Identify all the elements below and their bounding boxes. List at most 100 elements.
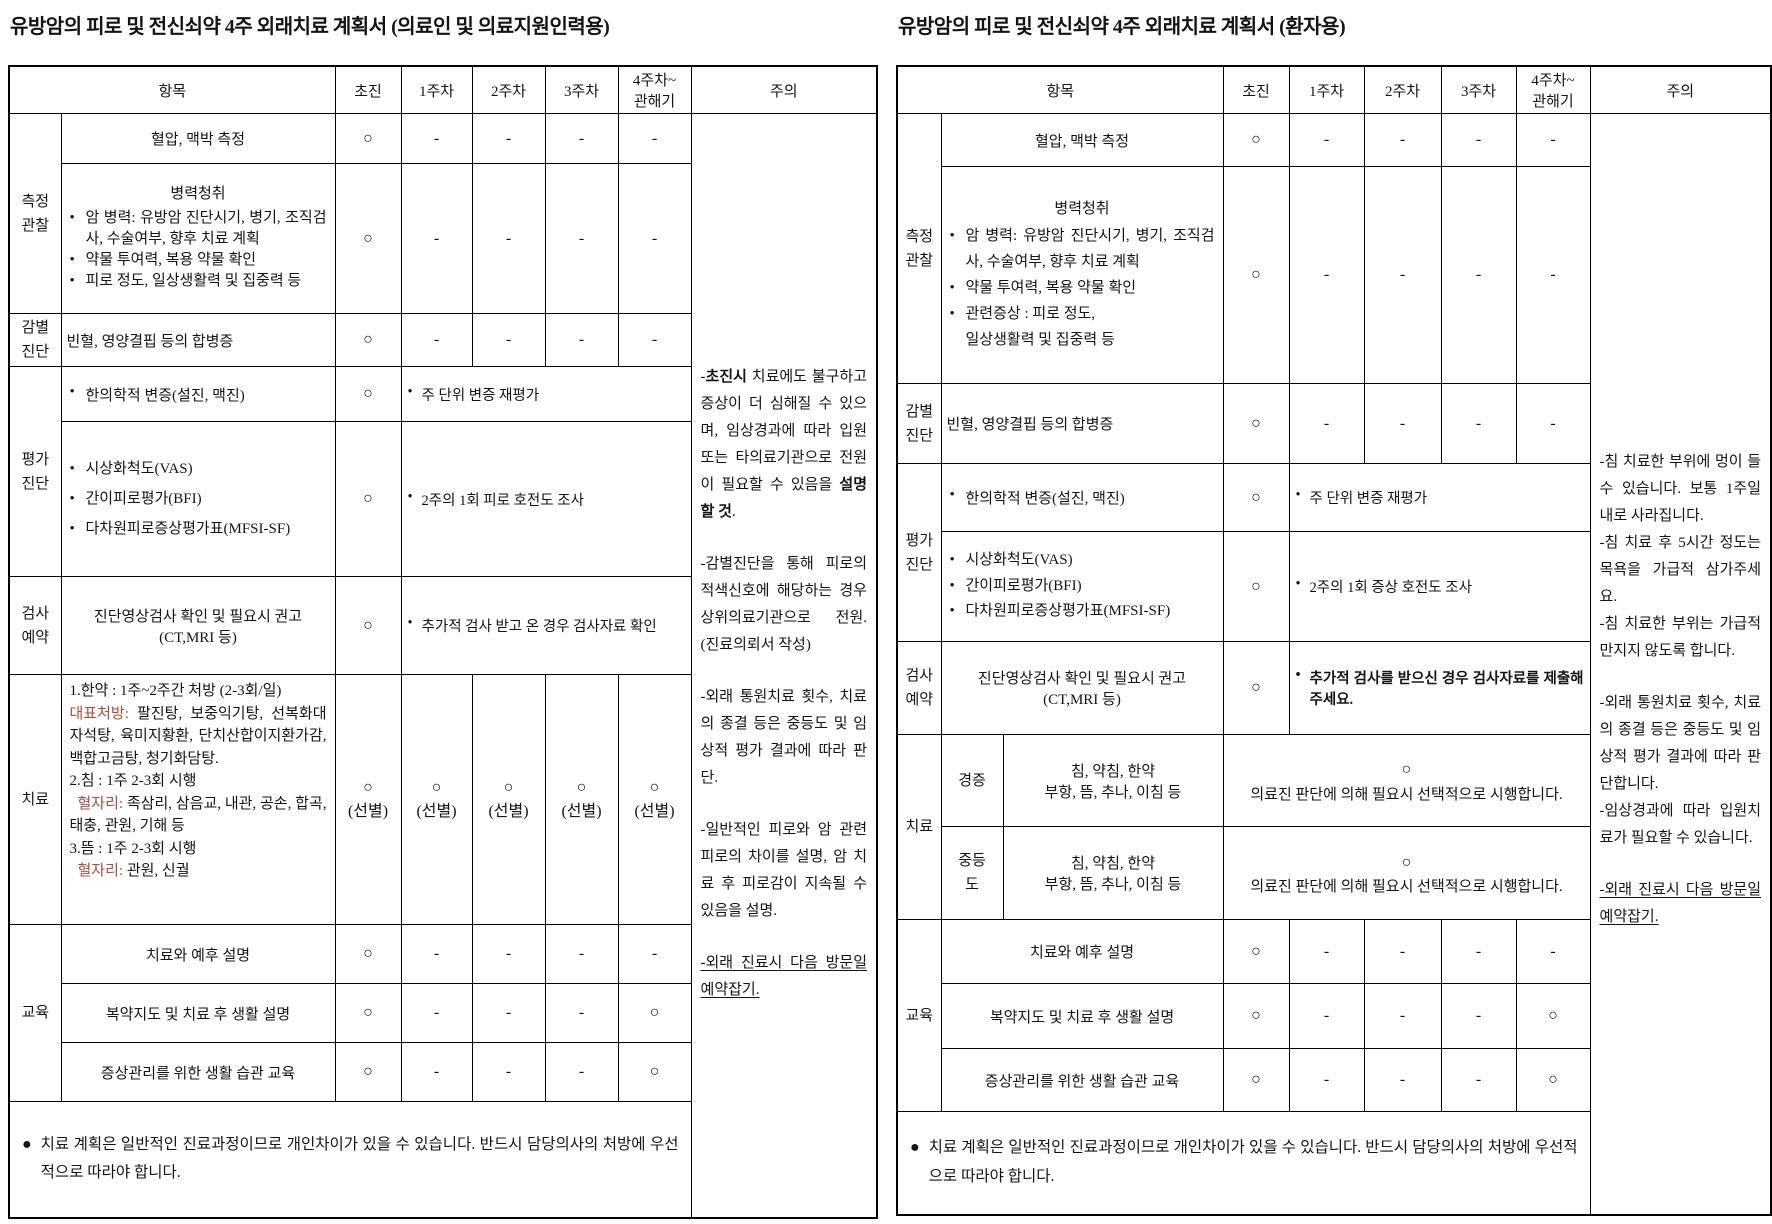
history-title: 병력청취 xyxy=(170,186,226,203)
group-education: 교육 xyxy=(896,919,942,1112)
mark-cell: - xyxy=(1288,919,1365,984)
col-header-week1: 1주차 xyxy=(400,65,473,114)
mark-cell-screening: ○ (선별) xyxy=(617,674,692,925)
group-treatment: 치료 xyxy=(896,734,942,920)
row-imaging-label: 진단영상검사 확인 및 필요시 권고 (CT,MRI 등) xyxy=(940,641,1224,735)
row-moderate-label: 침, 약침, 한약 부항, 뜸, 추나, 이침 등 xyxy=(1002,826,1224,920)
caution-paragraph-booking: -외래 진료시 다음 방문일 예약잡기. xyxy=(1599,882,1762,925)
mark-cell: - xyxy=(544,924,619,984)
mark-cell: - xyxy=(1515,383,1591,464)
row-vitals-label: 혈압, 맥박 측정 xyxy=(940,113,1224,167)
row-imaging: 검사 예약 진단영상검사 확인 및 필요시 권고 (CT,MRI 등) ○ • 추… xyxy=(896,641,1771,735)
caution-paragraph: -외래 통원치료 횟수, 치료의 종결 등은 중등도 및 임상적 평가 결과에 … xyxy=(700,689,868,786)
row-history-label: 병력청취 • 암 병력: 유방암 진단시기, 병기, 조직검사, 수술여부, 향후… xyxy=(60,163,336,314)
row-differential: 감별 진단 빈혈, 영양결핍 등의 합병증 ○ - - - - xyxy=(896,383,1771,464)
bullet-icon: • xyxy=(949,305,955,322)
row-pattern-label: • 한의학적 변증(설진, 맥진) xyxy=(940,463,1224,532)
mark-cell: ○ xyxy=(334,421,402,577)
row-pattern-label: • 한의학적 변증(설진, 맥진) xyxy=(60,366,336,422)
mark-cell: - xyxy=(400,313,473,367)
history-bullet: • 관련증상 : 피로 정도, 일상생활력 및 집중력 등 xyxy=(950,302,1215,354)
bullet-icon: • xyxy=(69,209,75,226)
caution-block-course: -외래 통원치료 횟수, 치료의 종결 등은 중등도 및 임상적 평가 결과에 … xyxy=(1600,690,1762,852)
acupoint-label: 혈자리: xyxy=(77,863,124,879)
footnote-cell: ● 치료 계획은 일반적인 진료과정이므로 개인차이가 있을 수 있습니다. 반… xyxy=(8,1101,692,1218)
mark-cell: - xyxy=(617,313,692,367)
bullet-icon: • xyxy=(949,487,955,503)
mark-cell: ○ xyxy=(1222,641,1290,735)
group-measure-observe: 측정 관찰 xyxy=(896,113,942,384)
treatment-herb-line: 1.한약 : 1주~2주간 처방 (2-3회/일) xyxy=(69,683,282,699)
footnote-text: 치료 계획은 일반적인 진료과정이므로 개인차이가 있을 수 있습니다. 반드시… xyxy=(40,1135,679,1182)
mark-cell: - xyxy=(1515,113,1591,167)
mark-cell-screening: ○ (선별) xyxy=(400,674,473,925)
row-edu3-label: 증상관리를 위한 생활 습관 교육 xyxy=(940,1048,1224,1112)
row-pattern: 평가 진단 • 한의학적 변증(설진, 맥진) ○ • 주 단위 변증 재평가 xyxy=(8,366,877,577)
treatment-moxa-points: 혈자리: 관원, 신궐 xyxy=(77,863,190,879)
mark-cell: - xyxy=(471,163,546,314)
caution-paragraph-booking: -외래 진료시 다음 방문일 예약잡기. xyxy=(700,955,868,998)
mark-cell: ○ xyxy=(334,924,402,984)
col-header-caution: 주의 xyxy=(690,65,878,114)
row-footnote: ● 치료 계획은 일반적인 진료과정이므로 개인차이가 있을 수 있습니다. 반… xyxy=(896,1111,1771,1215)
col-header-week4-remission: 4주차~ 관해기 xyxy=(1515,65,1591,114)
header-row: 항목 초진 1주차 2주차 3주차 4주차~ 관해기 주의 xyxy=(8,65,878,114)
mark-cell: - xyxy=(544,983,619,1043)
mark-cell: - xyxy=(1363,919,1442,984)
group-measure-observe: 측정 관찰 xyxy=(8,113,62,314)
group-education: 교육 xyxy=(8,924,62,1102)
caution-paragraph: -일반적인 피로와 암 관련 피로의 차이를 설명, 암 치료 후 피로감이 지… xyxy=(700,822,868,919)
mark-cell: - xyxy=(544,1042,619,1102)
history-bullet: • 약물 투여력, 복용 약물 확인 xyxy=(70,250,327,271)
mark-cell: - xyxy=(1288,983,1365,1049)
bullet-icon: • xyxy=(1295,487,1301,503)
col-header-item: 항목 xyxy=(896,65,1224,114)
header-row: 항목 초진 1주차 2주차 3주차 4주차~ 관해기 주의 xyxy=(896,65,1772,114)
plan-table-patient: 항목 초진 1주차 2주차 3주차 4주차~ 관해기 주의 측정 관찰 혈압, … xyxy=(896,65,1772,1216)
mark-cell: ○ xyxy=(617,983,692,1043)
mark-cell: - xyxy=(1363,983,1442,1049)
mark-cell: ○ xyxy=(334,313,402,367)
mark-cell: - xyxy=(1288,113,1365,167)
treatment-acupuncture-line: 2.침 : 1주 2-3회 시행 xyxy=(69,773,197,789)
mark-cell: ○ xyxy=(1222,113,1290,167)
row-imaging: 검사 예약 진단영상검사 확인 및 필요시 권고 (CT,MRI 등) ○ • 추… xyxy=(8,576,877,675)
row-treatment-detail: 1.한약 : 1주~2주간 처방 (2-3회/일) 대표처방: 팔진탕, 보중익… xyxy=(60,674,336,925)
row-edu1-label: 치료와 예후 설명 xyxy=(940,919,1224,984)
row-pattern-span: • 주 단위 변증 재평가 xyxy=(400,366,692,422)
prescription-label: 대표처방: xyxy=(69,705,129,722)
row-footnote: ● 치료 계획은 일반적인 진료과정이므로 개인차이가 있을 수 있습니다. 반… xyxy=(8,1101,877,1218)
row-differential-label: 빈혈, 영양결핍 등의 합병증 xyxy=(940,383,1224,464)
row-mild-label: 침, 약침, 한약 부항, 뜸, 추나, 이침 등 xyxy=(1002,734,1224,827)
bullet-icon: • xyxy=(949,552,955,569)
col-header-week2: 2주차 xyxy=(1363,65,1442,114)
footnote-cell: ● 치료 계획은 일반적인 진료과정이므로 개인차이가 있을 수 있습니다. 반… xyxy=(896,1111,1591,1215)
row-pattern: 평가 진단 • 한의학적 변증(설진, 맥진) ○ • 주 단위 변증 재평가 xyxy=(896,463,1771,642)
treatment-moxibustion-line: 3.뜸 : 1주 2-3회 시행 xyxy=(69,840,197,857)
group-differential: 감별 진단 xyxy=(896,383,942,464)
group-differential: 감별 진단 xyxy=(8,313,62,367)
mark-cell: ○ xyxy=(1222,531,1290,642)
selective-treatment-note: 의료진 판단에 의해 필요시 선택적으로 시행합니다. xyxy=(1250,786,1563,803)
bullet-icon: • xyxy=(949,280,955,296)
filled-circle-icon: ● xyxy=(910,1139,920,1157)
mark-cell: - xyxy=(1515,919,1591,984)
row-scales-span: • 2주의 1회 증상 호전도 조사 xyxy=(1288,531,1591,642)
col-header-week4-remission: 4주차~ 관해기 xyxy=(617,65,692,114)
caution-paragraph: -초진시 치료에도 불구하고 증상이 더 심해질 수 있으며, 임상경과에 따라… xyxy=(700,369,868,520)
row-scales: • 시상화척도(VAS) • 간이피로평가(BFI) • 다차원피로증상평가표(MFS… xyxy=(897,531,1771,642)
mark-cell: ○ xyxy=(1222,463,1290,532)
row-treatment-moderate: 중등 도 침, 약침, 한약 부항, 뜸, 추나, 이침 등 ○ 의료진 판단에… xyxy=(897,826,1771,920)
bullet-icon: • xyxy=(69,383,75,400)
circle-mark: ○ xyxy=(1401,761,1412,779)
mark-cell: - xyxy=(400,924,473,984)
history-title: 병력청취 xyxy=(1054,200,1110,217)
row-treatment: 치료 1.한약 : 1주~2주간 처방 (2-3회/일) 대표처방: 팔진탕, … xyxy=(8,674,877,925)
row-history: 병력청취 • 암 병력: 유방암 진단시기, 병기, 조직검사, 수술여부, 향후… xyxy=(897,166,1771,384)
mark-cell: - xyxy=(1440,166,1517,384)
mark-cell: ○ xyxy=(1222,383,1290,464)
caution-paragraph: -감별진단을 통해 피로의 적색신호에 해당하는 경우 상위의료기관으로 전원.… xyxy=(700,556,868,653)
row-vitals: 측정 관찰 혈압, 맥박 측정 ○ - - - - -침 치료한 부위에 멍이 … xyxy=(896,113,1772,1215)
row-education-lifestyle: 증상관리를 위한 생활 습관 교육 ○ - - - ○ xyxy=(897,1048,1771,1112)
